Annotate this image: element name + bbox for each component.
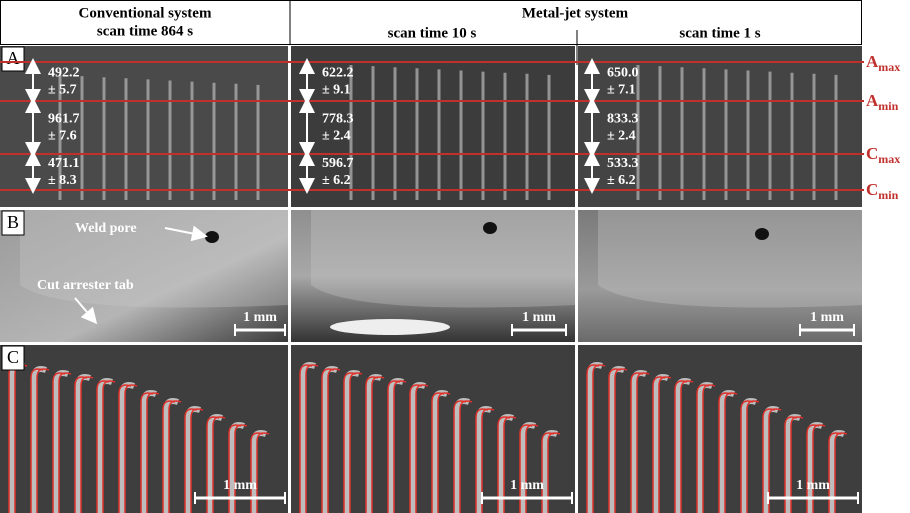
level-label-base: A bbox=[866, 52, 879, 71]
pore bbox=[205, 231, 219, 243]
header-text: scan time 10 s bbox=[388, 25, 477, 41]
row-label: C bbox=[7, 347, 19, 367]
pore bbox=[755, 228, 769, 240]
weld-region bbox=[598, 210, 862, 308]
measurement-error: ± 2.4 bbox=[322, 129, 351, 144]
row-label: A bbox=[7, 48, 20, 68]
header-text: scan time 864 s bbox=[97, 23, 193, 39]
pore bbox=[483, 222, 497, 234]
scale-bar-label: 1 mm bbox=[223, 478, 257, 493]
level-label-sub: min bbox=[878, 99, 898, 113]
measurement-error: ± 5.7 bbox=[48, 83, 77, 98]
annotation: Cut arrester tab bbox=[37, 278, 134, 293]
image-panel bbox=[0, 46, 288, 207]
figure: Conventional system scan time 864 s Meta… bbox=[0, 0, 910, 513]
measurement-value: 596.7 bbox=[322, 156, 354, 171]
level-label-base: C bbox=[866, 144, 878, 163]
measurement-value: 492.2 bbox=[48, 66, 80, 81]
level-label-base: C bbox=[866, 180, 878, 199]
header-text: scan time 1 s bbox=[679, 25, 760, 41]
scale-bar-label: 1 mm bbox=[810, 310, 844, 325]
measurement-error: ± 2.4 bbox=[607, 129, 636, 144]
measurement-value: 471.1 bbox=[48, 156, 80, 171]
measurement-error: ± 6.2 bbox=[607, 173, 636, 188]
scale-bar-label: 1 mm bbox=[243, 310, 277, 325]
measurement-value: 622.2 bbox=[322, 66, 354, 81]
level-label-sub: max bbox=[878, 152, 900, 166]
scale-bar-label: 1 mm bbox=[522, 310, 556, 325]
weld-region bbox=[311, 210, 575, 308]
measurement-value: 961.7 bbox=[48, 112, 80, 127]
header-text: Conventional system bbox=[79, 5, 212, 21]
annotation: Weld pore bbox=[75, 221, 137, 236]
tab bbox=[330, 319, 450, 335]
level-label-base: A bbox=[866, 91, 879, 110]
scale-bar-label: 1 mm bbox=[796, 478, 830, 493]
level-label: Cmax bbox=[866, 144, 900, 166]
measurement-value: 533.3 bbox=[607, 156, 639, 171]
scale-bar-label: 1 mm bbox=[510, 478, 544, 493]
measurement-value: 650.0 bbox=[607, 66, 639, 81]
level-label: Amax bbox=[866, 52, 900, 74]
measurement-value: 833.3 bbox=[607, 112, 639, 127]
level-label-sub: max bbox=[878, 60, 900, 74]
level-label-sub: min bbox=[878, 188, 898, 202]
level-label: Cmin bbox=[866, 180, 899, 202]
header-text: Metal-jet system bbox=[522, 5, 629, 21]
measurement-error: ± 9.1 bbox=[322, 83, 351, 98]
measurement-error: ± 8.3 bbox=[48, 173, 77, 188]
level-label: Amin bbox=[866, 91, 899, 113]
row-label: B bbox=[7, 212, 19, 232]
measurement-error: ± 6.2 bbox=[322, 173, 351, 188]
measurement-value: 778.3 bbox=[322, 112, 354, 127]
measurement-error: ± 7.1 bbox=[607, 83, 636, 98]
measurement-error: ± 7.6 bbox=[48, 129, 77, 144]
